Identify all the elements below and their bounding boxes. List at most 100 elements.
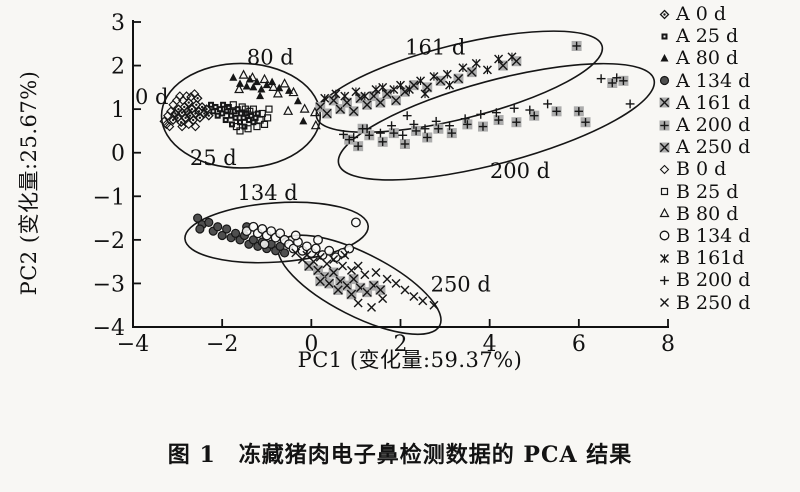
data-point [333, 284, 344, 295]
data-point [272, 88, 283, 98]
legend-marker-square-cross-icon [659, 142, 670, 153]
data-point [290, 230, 301, 241]
data-point [189, 89, 200, 99]
data-point [360, 270, 370, 280]
data-point [240, 114, 247, 121]
data-point [362, 99, 373, 110]
data-point [264, 114, 272, 122]
data-point [183, 119, 194, 130]
data-point [230, 228, 241, 238]
data-point [257, 85, 266, 93]
data-point [217, 230, 227, 241]
data-point [260, 120, 269, 128]
data-point [279, 78, 290, 88]
data-point [351, 87, 361, 97]
series-A-161-d [315, 56, 522, 119]
data-point [466, 67, 477, 78]
legend-marker-square-filled-icon [661, 33, 668, 40]
y-tick-label: −1 [93, 185, 125, 210]
cluster-ellipse-200-d [337, 62, 656, 181]
data-point [324, 245, 335, 256]
x-tick-label: −2 [206, 332, 238, 357]
data-point [429, 300, 439, 310]
data-point [241, 226, 252, 237]
data-point [371, 85, 381, 95]
data-point [248, 221, 259, 232]
legend-item: B 134 d [657, 225, 750, 247]
data-point [259, 73, 270, 84]
legend-label: B 25 d [676, 180, 739, 203]
data-point [491, 108, 501, 118]
legend-item: B 200 d [657, 269, 750, 291]
data-point [257, 224, 268, 234]
data-point [321, 108, 332, 119]
series-A-200-d [344, 40, 629, 152]
data-point [236, 79, 244, 87]
data-point [288, 86, 299, 97]
legend-label: B 134 d [676, 224, 751, 247]
data-point [389, 85, 399, 95]
legend-label: B 200 d [676, 269, 751, 292]
data-point [353, 298, 363, 308]
data-point [509, 103, 519, 113]
cluster-label-200-d: 200 d [490, 159, 550, 183]
data-point [350, 217, 361, 228]
data-point [265, 105, 273, 113]
data-point [247, 71, 258, 82]
legend-item: A 80 d [657, 47, 750, 69]
data-point [249, 105, 257, 113]
data-point [299, 116, 308, 125]
legend-marker-square-cross-icon [659, 97, 670, 108]
data-point [315, 276, 326, 287]
data-point [340, 91, 350, 101]
data-point [418, 296, 428, 306]
data-point [471, 58, 481, 68]
data-point [309, 257, 319, 267]
legend-item: A 25 d [657, 25, 750, 47]
data-point [398, 130, 408, 140]
data-point [388, 128, 399, 139]
data-point [225, 103, 232, 110]
cluster-label-80-d: 80 d [247, 46, 294, 70]
data-point [431, 116, 441, 126]
data-point [299, 103, 310, 113]
data-point [191, 99, 202, 110]
data-point [228, 121, 235, 128]
data-point [288, 243, 299, 254]
series-A-80-d [229, 73, 308, 125]
legend-item: B 161d [657, 247, 750, 269]
data-point [476, 109, 486, 119]
legend-label: A 80 d [676, 47, 739, 70]
data-point [391, 278, 401, 288]
data-point [445, 80, 455, 90]
data-point [234, 83, 245, 94]
data-point [212, 103, 219, 110]
data-point [195, 224, 205, 234]
data-point [607, 78, 618, 88]
data-point [301, 241, 312, 252]
data-point [237, 110, 244, 117]
data-point [367, 302, 377, 312]
data-point [422, 132, 433, 143]
series-B-0-d [159, 89, 201, 132]
data-point [236, 127, 244, 135]
series-B-25-d [223, 101, 273, 135]
data-point [204, 217, 214, 228]
legend-marker-cross-x-icon [660, 298, 669, 308]
data-point [328, 95, 339, 106]
data-point [268, 81, 279, 91]
data-point [180, 112, 191, 123]
data-point [348, 274, 359, 285]
data-point [223, 105, 232, 113]
x-tick-label: 0 [304, 332, 318, 357]
data-point [161, 119, 172, 130]
data-point [252, 114, 259, 121]
data-point [433, 123, 444, 134]
legend-marker-square-open-icon [660, 187, 669, 196]
data-point [222, 224, 232, 234]
data-point [580, 117, 591, 128]
legend-item: A 0 d [657, 3, 750, 25]
x-tick-label: 8 [661, 332, 675, 357]
data-point [445, 121, 454, 131]
y-tick-label: 0 [111, 142, 125, 167]
